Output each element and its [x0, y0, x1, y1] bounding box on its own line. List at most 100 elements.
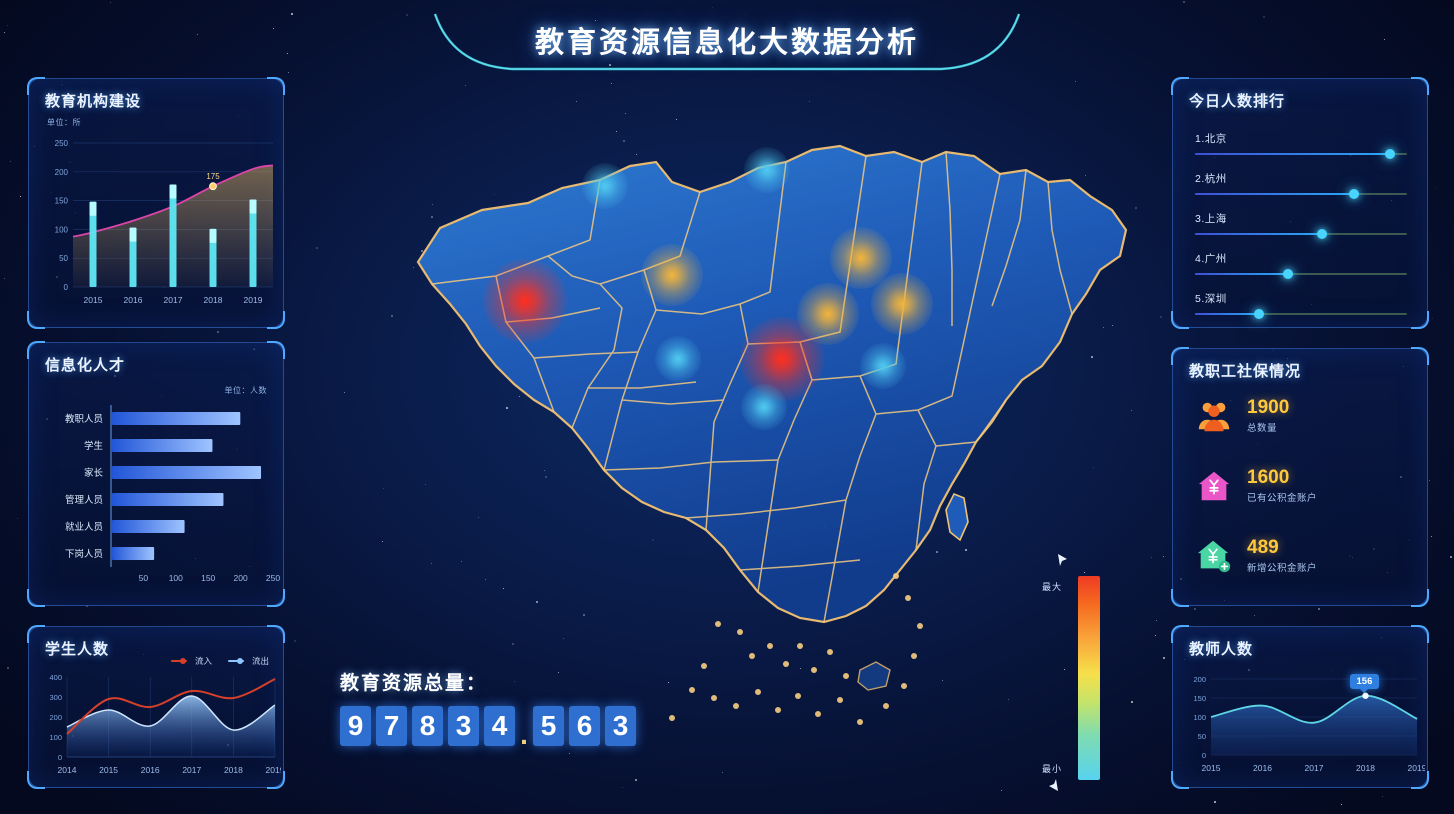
svg-text:50: 50 — [139, 573, 149, 583]
svg-text:150: 150 — [55, 197, 69, 206]
ranking-row[interactable]: 2.杭州 — [1195, 171, 1407, 195]
svg-text:2016: 2016 — [141, 765, 160, 775]
ranking-city-label: 5.深圳 — [1195, 291, 1407, 306]
heatmap-color-legend — [1078, 576, 1100, 780]
corner-tr — [1411, 625, 1429, 643]
svg-text:就业人员: 就业人员 — [65, 521, 103, 533]
svg-text:50: 50 — [1198, 732, 1206, 741]
ranking-slider-knob[interactable] — [1385, 149, 1395, 159]
ranking-slider-track[interactable] — [1195, 233, 1407, 235]
house-fund-icon — [1195, 467, 1233, 505]
ranking-slider-track[interactable] — [1195, 153, 1407, 155]
svg-text:200: 200 — [1193, 675, 1206, 684]
social-stat-row: 1900 总数量 — [1195, 397, 1289, 435]
total-digit: 8 — [412, 706, 443, 746]
legend-dot — [180, 658, 186, 664]
total-digit: 3 — [605, 706, 636, 746]
corner-tl — [27, 77, 45, 95]
svg-text:2018: 2018 — [1356, 763, 1375, 773]
svg-text:2017: 2017 — [164, 295, 183, 305]
legend-bottom-marker-icon — [1046, 778, 1060, 792]
svg-text:2019: 2019 — [1408, 763, 1425, 773]
legend-item[interactable]: 流出 — [228, 655, 269, 667]
corner-br — [1411, 589, 1429, 607]
dashboard-header: 教育资源信息化大数据分析 — [427, 8, 1027, 72]
panel-social-title: 教职工社保情况 — [1189, 360, 1301, 381]
total-digit: 4 — [484, 706, 515, 746]
svg-text:100: 100 — [55, 225, 69, 234]
social-stat-row: 1600 已有公积金账户 — [1195, 467, 1317, 505]
ranking-slider-fill — [1195, 233, 1322, 235]
social-stat-value: 489 — [1247, 538, 1317, 558]
panel-students: 学生人数 流入 流出 0 100 200 300 400 2014 2015 2016 2017… — [28, 626, 284, 788]
ranking-slider-knob[interactable] — [1317, 229, 1327, 239]
svg-text:学生: 学生 — [84, 440, 104, 452]
ranking-row[interactable]: 1.北京 — [1195, 131, 1407, 155]
corner-br — [1411, 311, 1429, 329]
svg-text:100: 100 — [1193, 713, 1206, 722]
ranking-slider-fill — [1195, 193, 1354, 195]
corner-tr — [267, 341, 285, 359]
total-digit-group: 97834.563 — [340, 706, 636, 746]
svg-text:2017: 2017 — [182, 765, 201, 775]
ranking-slider-knob[interactable] — [1283, 269, 1293, 279]
svg-text:2015: 2015 — [99, 765, 118, 775]
ranking-city-label: 3.上海 — [1195, 211, 1407, 226]
svg-text:家长: 家长 — [84, 467, 104, 479]
svg-text:下岗人员: 下岗人员 — [65, 549, 103, 560]
page-title: 教育资源信息化大数据分析 — [535, 19, 919, 61]
legend-dot — [237, 658, 243, 664]
svg-text:2017: 2017 — [1305, 763, 1324, 773]
svg-text:150: 150 — [201, 573, 215, 583]
svg-text:200: 200 — [49, 713, 62, 722]
total-label: 教育资源总量： — [340, 668, 636, 695]
corner-tl — [1171, 77, 1189, 95]
ranking-row[interactable]: 3.上海 — [1195, 211, 1407, 235]
ranking-slider-knob[interactable] — [1254, 309, 1264, 319]
social-stat-label: 已有公积金账户 — [1247, 490, 1317, 504]
panel-institutions: 教育机构建设 单位：所 0 50 100 150 200 250 175 2015 2016 20… — [28, 78, 284, 328]
corner-tr — [267, 77, 285, 95]
ranking-slider-fill — [1195, 273, 1288, 275]
panel-ranking: 今日人数排行 1.北京 2.杭州 3.上海 4.广州 5.深圳 — [1172, 78, 1428, 328]
svg-text:2018: 2018 — [224, 765, 243, 775]
corner-bl — [1171, 589, 1189, 607]
ranking-slider-track[interactable] — [1195, 313, 1407, 315]
svg-text:0: 0 — [64, 283, 69, 292]
legend-min-label: 最小 — [1042, 762, 1062, 775]
total-resources-counter: 教育资源总量： 97834.563 — [340, 668, 636, 746]
svg-text:100: 100 — [169, 573, 183, 583]
corner-tr — [1411, 347, 1429, 365]
chart-institutions[interactable]: 0 50 100 150 200 250 175 2015 2016 2017 2018 2019 — [35, 135, 279, 321]
legend-item[interactable]: 流入 — [171, 655, 212, 667]
china-heatmap-map[interactable] — [300, 70, 1160, 730]
legend-top-marker-icon — [1056, 553, 1070, 567]
svg-text:100: 100 — [49, 733, 62, 742]
corner-tr — [1411, 77, 1429, 95]
chart-teachers[interactable]: 0 50 100 150 200 2015 2016 2017 2018 2019 — [1177, 667, 1425, 785]
social-stat-row: 489 新增公积金账户 — [1195, 537, 1317, 575]
ranking-slider-fill — [1195, 153, 1390, 155]
ranking-slider-track[interactable] — [1195, 193, 1407, 195]
svg-text:0: 0 — [58, 753, 62, 762]
svg-text:200: 200 — [234, 573, 248, 583]
corner-tl — [27, 341, 45, 359]
svg-text:2018: 2018 — [204, 295, 223, 305]
total-digit: 6 — [569, 706, 600, 746]
ranking-row[interactable]: 5.深圳 — [1195, 291, 1407, 315]
total-digit: 3 — [448, 706, 479, 746]
svg-text:250: 250 — [55, 139, 69, 148]
chart-students[interactable]: 0 100 200 300 400 2014 2015 2016 2017 2018 2019 — [33, 671, 281, 785]
ranking-row[interactable]: 4.广州 — [1195, 251, 1407, 275]
svg-text:2016: 2016 — [124, 295, 143, 305]
china-map-svg — [300, 70, 1160, 730]
corner-tr — [267, 625, 285, 643]
ranking-slider-knob[interactable] — [1349, 189, 1359, 199]
panel-social: 教职工社保情况 1900 总数量 1600 已有公积金账户 489 新增公积金账… — [1172, 348, 1428, 606]
panel-talent-unit: 单位：人数 — [225, 385, 268, 396]
svg-text:2016: 2016 — [1253, 763, 1272, 773]
chart-talent[interactable]: 教职人员学生家长管理人员就业人员下岗人员 50 100 150 200 250 — [33, 399, 281, 597]
svg-text:200: 200 — [55, 168, 69, 177]
ranking-slider-track[interactable] — [1195, 273, 1407, 275]
corner-tl — [1171, 347, 1189, 365]
